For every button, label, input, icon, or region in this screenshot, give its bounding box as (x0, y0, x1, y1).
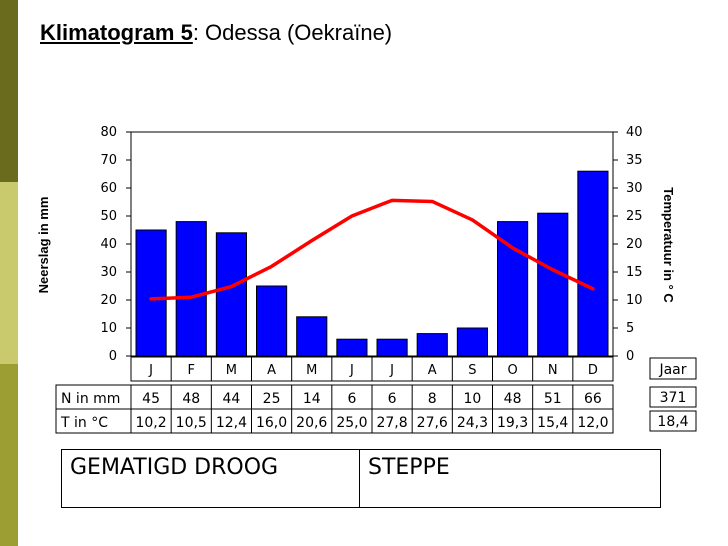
sidebar-decoration (0, 0, 18, 546)
precip-bar (416, 333, 448, 357)
precip-bar (256, 285, 288, 357)
table-cell: 27,6 (417, 415, 448, 431)
precip-bar (497, 221, 529, 357)
table-cell: 16,0 (256, 415, 287, 431)
y2-tick-label: 35 (626, 153, 643, 168)
table-cell: 6 (388, 391, 397, 407)
x-tick-label: F (188, 363, 195, 378)
x-tick-label: S (468, 363, 476, 378)
x-tick-label: J (389, 363, 394, 378)
y2-tick-label: 20 (626, 237, 643, 252)
precip-bar (577, 170, 609, 357)
x-tick-label: D (588, 363, 598, 378)
y2-tick-label: 5 (626, 321, 634, 336)
y-tick-label: 60 (100, 181, 117, 196)
precip-bar (135, 229, 167, 357)
y2-tick-label: 0 (626, 349, 634, 364)
year-value-box (649, 386, 697, 408)
table-cell: 8 (428, 391, 437, 407)
table-cell: 10,2 (135, 415, 166, 431)
precip-bar (296, 316, 328, 357)
table-cell: 48 (504, 391, 522, 407)
sidebar-band-dark (0, 0, 18, 182)
table-cell: 25 (263, 391, 281, 407)
table-cell: 24,3 (457, 415, 488, 431)
sidebar-band-mid (0, 182, 18, 364)
precip-bar (215, 232, 247, 357)
precip-bar (456, 327, 489, 357)
year-value-box (649, 410, 697, 432)
table-cell: 12,4 (216, 415, 247, 431)
table-cell: 20,6 (296, 415, 327, 431)
table-cell: 48 (182, 391, 200, 407)
page-title-rest: : Odessa (Oekraïne) (192, 20, 393, 45)
table-row-label: N in mm (61, 391, 120, 407)
year-header: Jaar (658, 362, 686, 378)
y2-tick-label: 30 (626, 181, 643, 196)
table-cell: 10 (464, 391, 482, 407)
x-tick-label: M (226, 363, 237, 378)
y-axis-label: Neerslag in mm (36, 197, 51, 294)
precip-bar (376, 338, 408, 357)
table-row-label: T in °C (60, 415, 108, 431)
table-cell: 12,0 (577, 415, 608, 431)
x-tick-label: J (349, 363, 354, 378)
x-tick-label: M (306, 363, 317, 378)
x-tick-label: A (267, 363, 276, 378)
table-cell: 45 (142, 391, 160, 407)
table-cell: 15,4 (537, 415, 568, 431)
table-cell: 27,8 (376, 415, 407, 431)
x-tick-label: J (148, 363, 153, 378)
page-title: Klimatogram 5: Odessa (Oekraïne) (40, 20, 392, 46)
table-cell: 14 (303, 391, 321, 407)
table-cell: 6 (347, 391, 356, 407)
climate-type: GEMATIGD DROOG (62, 450, 360, 507)
y-tick-label: 80 (100, 125, 117, 140)
y-tick-label: 20 (100, 293, 117, 308)
table-cell: 44 (223, 391, 241, 407)
y-tick-label: 50 (100, 209, 117, 224)
year-header-box (649, 357, 697, 380)
x-tick-label: O (507, 363, 517, 378)
temperature-line (149, 198, 595, 301)
climate-classification-box: GEMATIGD DROOG STEPPE (61, 449, 661, 508)
year-value: 18,4 (657, 414, 688, 430)
y-tick-label: 30 (100, 265, 117, 280)
y-tick-label: 70 (100, 153, 117, 168)
table-cell: 25,0 (336, 415, 367, 431)
page-title-strong: Klimatogram 5 (40, 20, 193, 45)
table-cell: 10,5 (176, 415, 207, 431)
precip-bar (336, 338, 368, 357)
y2-tick-label: 40 (626, 125, 643, 140)
y2-tick-label: 10 (626, 293, 643, 308)
y2-axis-label: Temperatuur in ° C (661, 187, 676, 303)
precip-bar (537, 212, 569, 357)
y-tick-label: 10 (100, 321, 117, 336)
y2-tick-label: 25 (626, 209, 643, 224)
x-tick-label: N (548, 363, 558, 378)
y-tick-label: 0 (109, 349, 117, 364)
table-cell: 66 (584, 391, 602, 407)
table-cell: 19,3 (497, 415, 528, 431)
precip-bar (175, 221, 207, 357)
y2-tick-label: 15 (626, 265, 643, 280)
y-tick-label: 40 (100, 237, 117, 252)
sidebar-band-low (0, 364, 18, 546)
x-tick-label: A (428, 363, 437, 378)
vegetation-type: STEPPE (368, 455, 450, 480)
year-value: 371 (660, 390, 687, 406)
table-cell: 51 (544, 391, 562, 407)
